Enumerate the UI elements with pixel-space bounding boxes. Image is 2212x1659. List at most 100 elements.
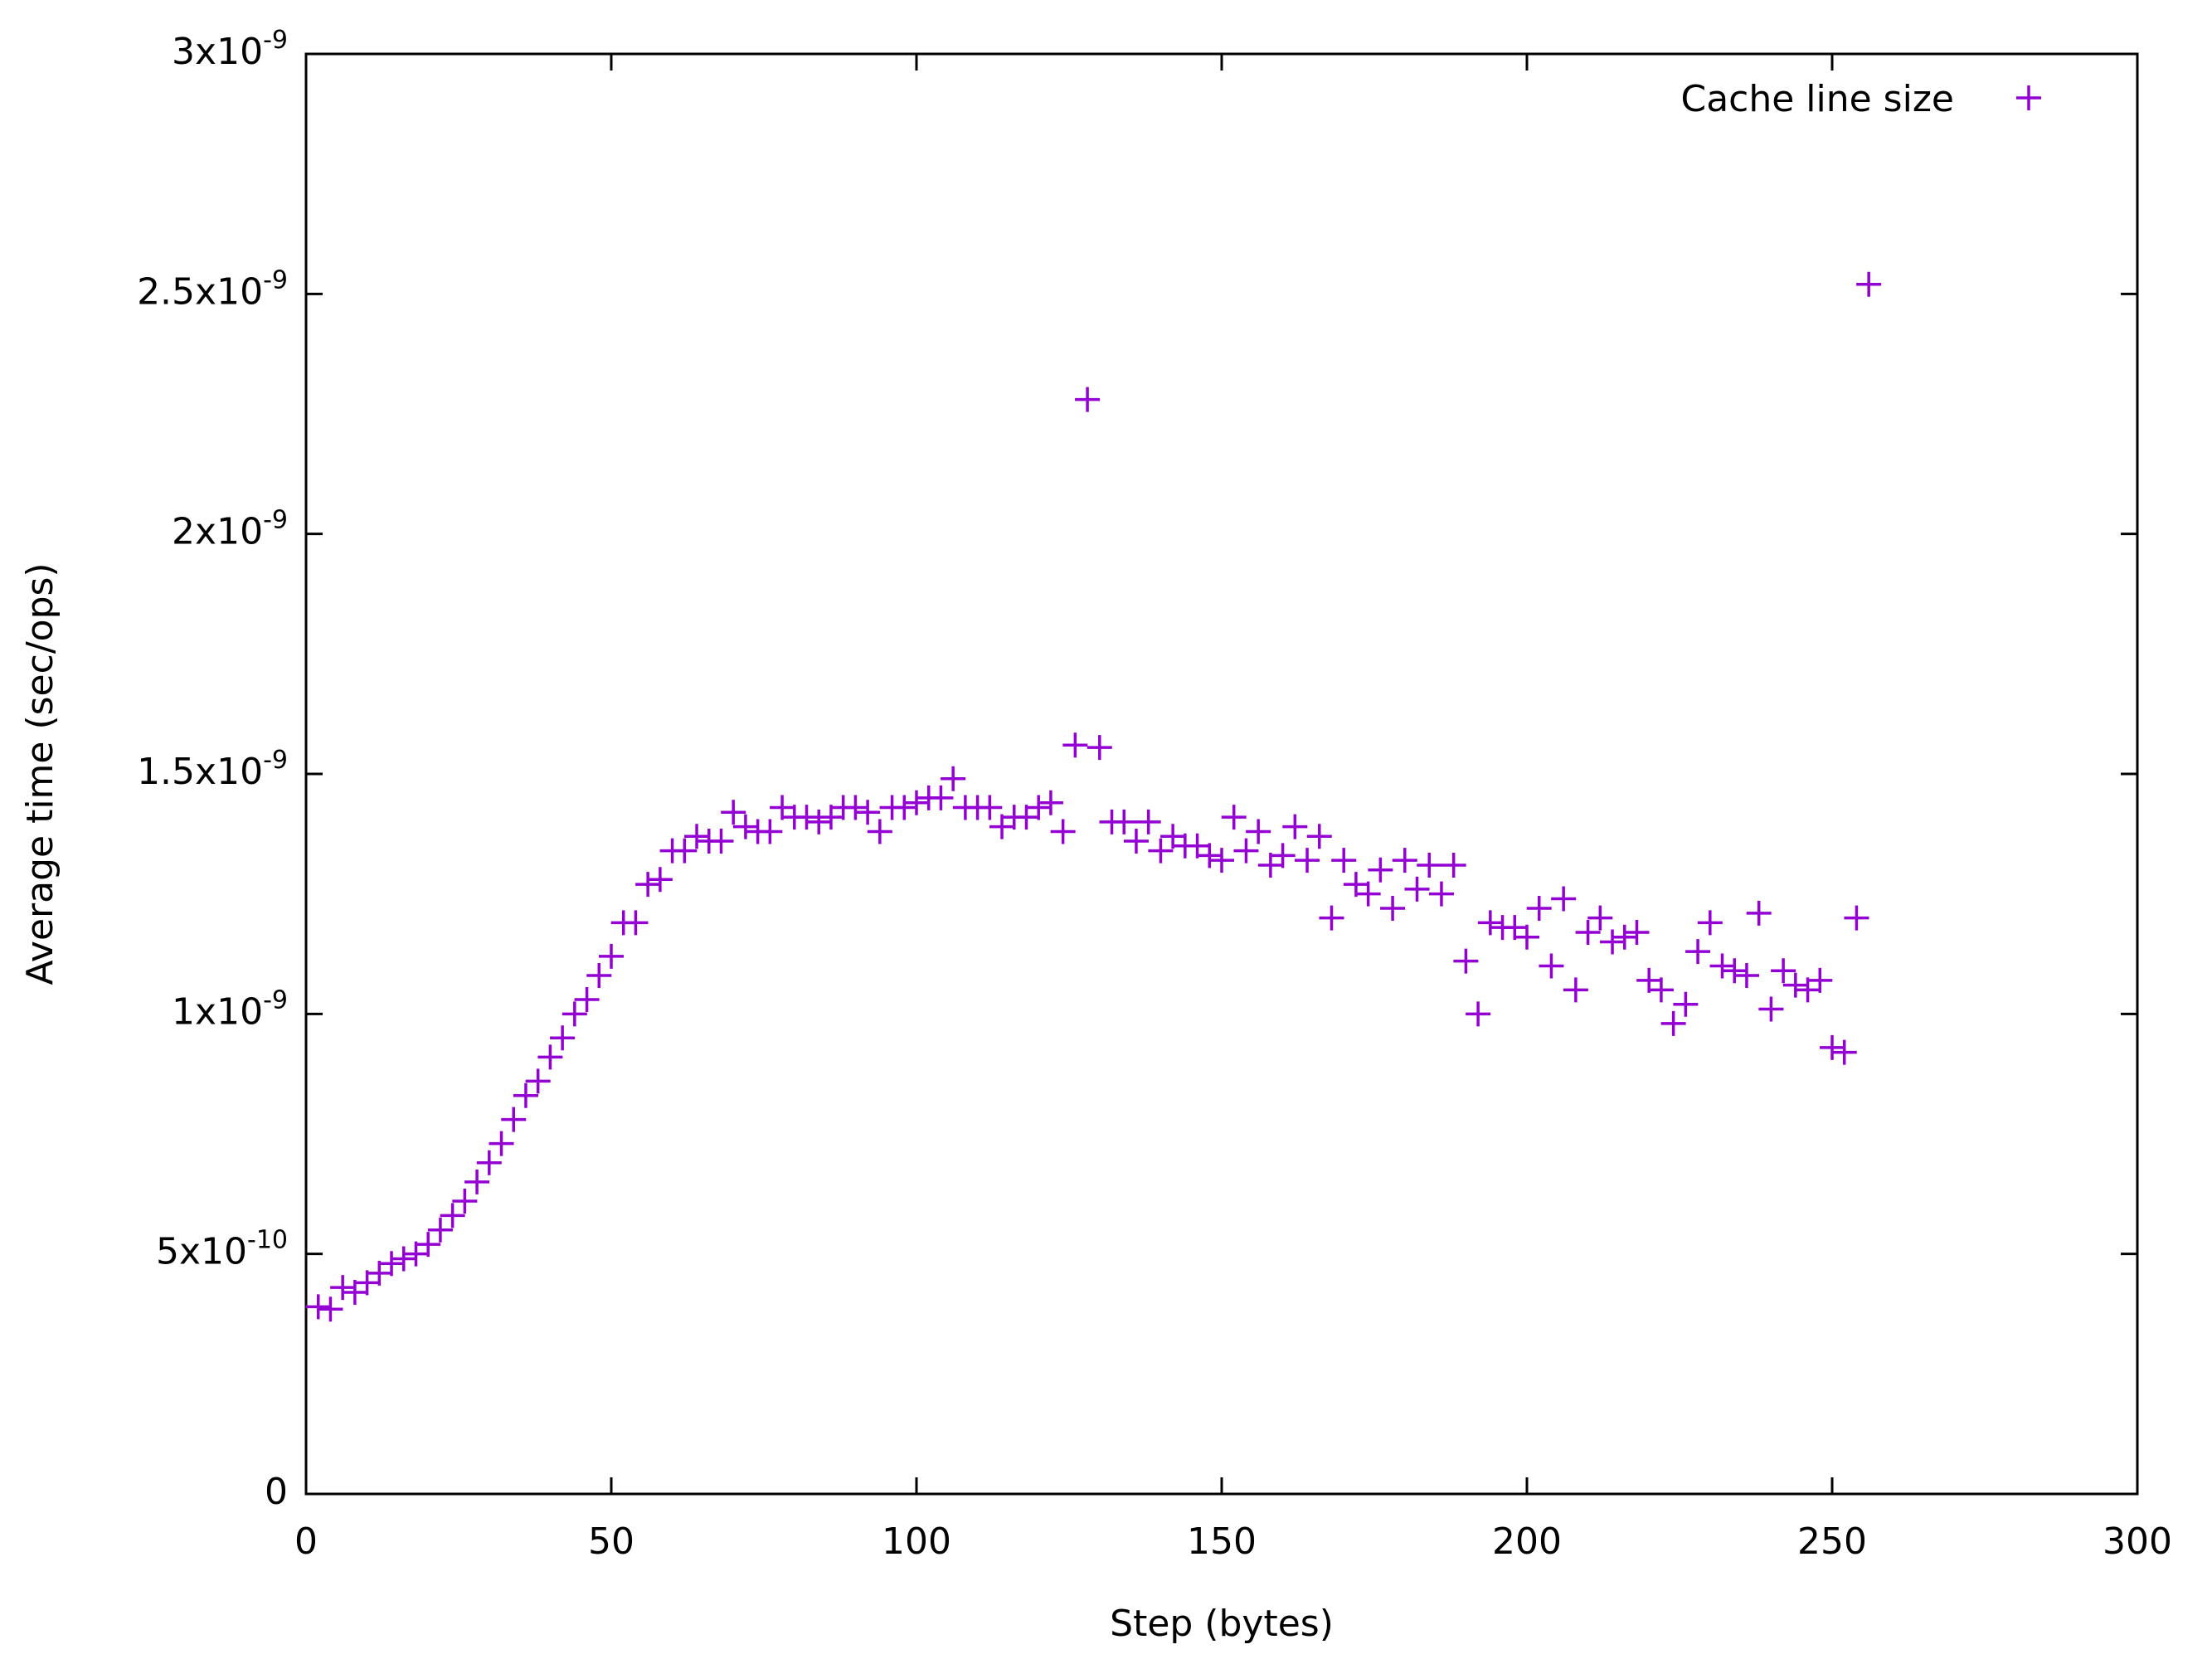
data-point — [928, 785, 954, 810]
x-tick-label: 0 — [294, 1520, 318, 1563]
data-point — [416, 1232, 441, 1258]
data-point — [1709, 953, 1735, 979]
data-point — [1135, 809, 1161, 834]
data-point — [672, 838, 698, 864]
data-point — [379, 1251, 405, 1277]
data-point — [1380, 896, 1406, 922]
data-point — [732, 814, 758, 839]
data-point — [941, 766, 966, 791]
data-point — [586, 963, 612, 989]
data-point — [1282, 814, 1308, 839]
y-axis-label: Average time (sec/ops) — [19, 562, 61, 985]
data-point — [757, 819, 783, 844]
data-point — [1368, 857, 1393, 883]
data-point — [1600, 929, 1626, 955]
x-tick-label: 100 — [882, 1520, 951, 1563]
data-point — [647, 867, 673, 893]
data-point — [1233, 838, 1259, 864]
data-point — [562, 1001, 587, 1027]
data-point — [1062, 732, 1088, 758]
data-point — [794, 805, 819, 830]
data-point — [1319, 905, 1344, 931]
y-tick-label: 1.5x10-9 — [137, 746, 288, 794]
data-point — [1831, 1039, 1857, 1065]
data-point — [1856, 271, 1882, 297]
data-point — [721, 800, 746, 825]
data-point — [1514, 924, 1539, 950]
data-point — [1733, 963, 1759, 989]
data-point — [855, 800, 881, 825]
data-point — [1038, 790, 1063, 815]
data-point — [537, 1044, 563, 1070]
data-point — [1295, 848, 1320, 873]
data-point — [1466, 1001, 1491, 1027]
data-point — [1441, 852, 1466, 878]
y-tick-label: 5x10-10 — [156, 1225, 288, 1273]
data-point — [574, 986, 600, 1012]
x-tick-label: 250 — [1797, 1520, 1867, 1563]
data-point — [1624, 919, 1650, 945]
data-point — [391, 1246, 416, 1272]
data-point — [1563, 977, 1588, 1003]
data-point — [1758, 996, 1784, 1022]
data-point — [1648, 977, 1674, 1003]
data-point — [1331, 848, 1357, 873]
data-point — [708, 829, 734, 854]
data-point — [1782, 972, 1808, 998]
data-point — [1075, 387, 1101, 412]
data-point — [904, 790, 929, 815]
data-point — [867, 819, 892, 844]
data-point — [489, 1131, 514, 1156]
data-point — [977, 795, 1003, 820]
x-tick-label: 200 — [1492, 1520, 1562, 1563]
data-point — [525, 1068, 551, 1094]
data-point — [1453, 948, 1479, 974]
data-point — [1026, 795, 1052, 820]
data-point — [684, 824, 710, 849]
data-point — [1746, 900, 1772, 926]
data-point — [1050, 819, 1076, 844]
data-point — [1771, 958, 1796, 984]
data-point — [427, 1217, 453, 1243]
data-point — [1111, 809, 1137, 834]
y-tick-label: 2.5x10-9 — [137, 265, 288, 314]
data-point — [1270, 843, 1296, 868]
data-point — [330, 1275, 356, 1301]
data-point — [1123, 829, 1149, 854]
data-point — [1673, 991, 1699, 1017]
data-point — [440, 1203, 465, 1228]
data-point — [623, 910, 649, 936]
data-point — [806, 809, 832, 834]
data-point — [1844, 905, 1869, 931]
data-point — [1087, 735, 1112, 761]
x-tick-label: 50 — [588, 1520, 634, 1563]
data-point — [1477, 910, 1503, 936]
data-point — [452, 1189, 478, 1214]
data-point — [1404, 876, 1430, 902]
data-point — [1246, 819, 1271, 844]
data-point — [1697, 910, 1723, 936]
x-axis-label: Step (bytes) — [1110, 1603, 1334, 1645]
data-point — [1428, 881, 1454, 907]
data-point — [464, 1169, 490, 1194]
data-point — [1417, 852, 1442, 878]
data-point — [1551, 886, 1577, 912]
data-point — [513, 1082, 538, 1108]
data-point — [892, 795, 917, 820]
y-tick-label: 3x10-9 — [172, 26, 288, 74]
data-point — [599, 943, 624, 969]
x-tick-label: 300 — [2103, 1520, 2172, 1563]
data-point — [1221, 805, 1247, 830]
data-point — [1355, 881, 1381, 907]
data-point — [843, 795, 868, 820]
plot-frame — [304, 52, 2139, 1496]
data-point — [1197, 843, 1223, 868]
data-point — [1722, 958, 1748, 984]
data-point — [1685, 939, 1711, 965]
data-point — [501, 1107, 527, 1132]
data-point — [318, 1297, 343, 1322]
data-point — [476, 1150, 502, 1175]
data-point — [1575, 919, 1601, 945]
